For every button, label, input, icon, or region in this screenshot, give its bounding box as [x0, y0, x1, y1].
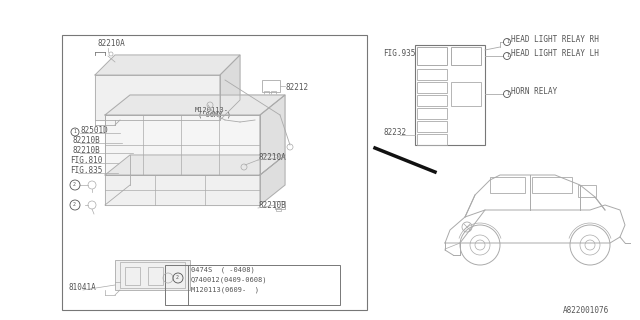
Text: 82210B: 82210B	[72, 136, 100, 145]
Bar	[120, 151, 125, 154]
Bar	[124, 148, 129, 152]
Polygon shape	[260, 95, 285, 175]
Bar	[125, 267, 140, 285]
Bar	[578, 185, 596, 197]
Bar	[196, 97, 204, 102]
Bar	[151, 148, 179, 163]
Bar	[262, 80, 280, 92]
Bar	[275, 201, 285, 209]
Bar	[276, 208, 281, 211]
Bar	[415, 45, 485, 145]
Polygon shape	[260, 155, 285, 205]
Polygon shape	[95, 75, 220, 120]
Bar	[227, 148, 255, 163]
Text: 81041A: 81041A	[68, 283, 96, 292]
Bar	[195, 87, 220, 105]
Bar	[193, 99, 215, 113]
Text: 82210A: 82210A	[258, 153, 285, 162]
Bar	[189, 148, 217, 163]
Bar	[490, 177, 525, 193]
Bar	[417, 121, 447, 132]
Text: 82210A: 82210A	[97, 39, 125, 48]
Text: 82210B: 82210B	[72, 146, 100, 155]
Text: 2: 2	[72, 182, 76, 187]
Bar	[417, 69, 447, 80]
Bar	[120, 167, 125, 170]
Bar	[62, 35, 367, 310]
Text: 1: 1	[506, 38, 509, 44]
Text: 1: 1	[506, 91, 509, 95]
Text: 0474S  ( -0408): 0474S ( -0408)	[191, 267, 255, 273]
Text: FIG.835: FIG.835	[70, 166, 102, 175]
Text: 1: 1	[73, 129, 76, 134]
Bar	[417, 134, 447, 145]
Bar	[117, 99, 139, 113]
Bar	[417, 108, 447, 119]
Bar	[189, 165, 217, 173]
Bar	[175, 177, 187, 187]
Text: A822001076: A822001076	[563, 306, 609, 315]
Text: 82501D: 82501D	[80, 126, 108, 135]
Bar	[264, 91, 269, 95]
Bar	[155, 99, 177, 113]
Bar	[165, 265, 340, 305]
Text: 82210B: 82210B	[258, 201, 285, 210]
Text: Q740012(0409-0608): Q740012(0409-0608)	[191, 276, 268, 283]
Bar	[120, 177, 125, 180]
Bar	[417, 95, 447, 106]
Text: 82232: 82232	[383, 128, 406, 137]
Bar	[113, 148, 141, 163]
Text: HEAD LIGHT RELAY RH: HEAD LIGHT RELAY RH	[511, 35, 599, 44]
Bar	[133, 144, 141, 160]
Text: 1: 1	[506, 52, 509, 58]
Bar	[208, 97, 216, 102]
Bar	[148, 267, 163, 285]
Text: 2: 2	[175, 275, 179, 280]
Bar	[120, 129, 130, 137]
Polygon shape	[105, 115, 260, 175]
Polygon shape	[105, 155, 285, 175]
Bar	[113, 165, 141, 173]
Bar	[225, 77, 237, 85]
Text: 82212: 82212	[285, 83, 308, 92]
Bar	[271, 91, 276, 95]
Bar	[118, 154, 126, 168]
Bar	[451, 47, 481, 65]
Bar	[451, 82, 481, 106]
Text: FIG.935: FIG.935	[383, 49, 415, 58]
Polygon shape	[220, 55, 240, 120]
Text: ('06MY-): ('06MY-)	[197, 111, 231, 118]
Text: HEAD LIGHT RELAY LH: HEAD LIGHT RELAY LH	[511, 49, 599, 58]
Bar	[227, 165, 255, 173]
Polygon shape	[95, 55, 240, 75]
Bar	[122, 134, 130, 150]
Bar	[151, 165, 179, 173]
Polygon shape	[105, 95, 285, 115]
Text: M120113-: M120113-	[195, 107, 229, 113]
Text: 2: 2	[72, 202, 76, 207]
Bar	[417, 82, 447, 93]
Text: HORN RELAY: HORN RELAY	[511, 87, 557, 96]
Text: FIG.810: FIG.810	[70, 156, 102, 165]
Polygon shape	[105, 175, 260, 205]
Bar	[160, 177, 172, 187]
Bar	[417, 47, 447, 65]
Bar	[135, 158, 140, 162]
Bar	[115, 260, 190, 290]
Bar	[120, 262, 185, 288]
Bar	[225, 90, 237, 98]
Bar	[532, 177, 572, 193]
Text: M120113(0609-  ): M120113(0609- )	[191, 286, 259, 293]
Bar	[118, 164, 126, 178]
